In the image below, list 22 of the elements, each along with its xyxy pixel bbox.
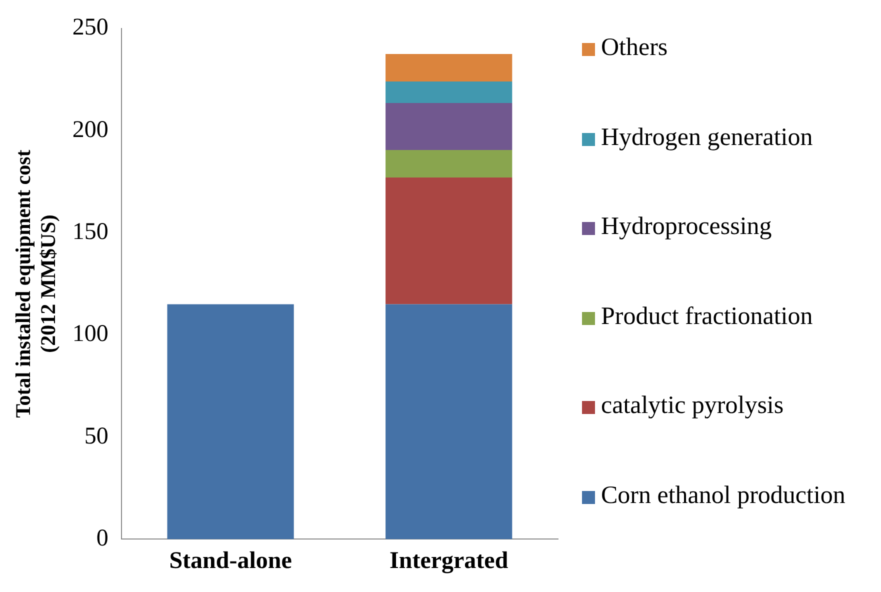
x-tick-label: Stand-alone bbox=[169, 548, 292, 574]
bar bbox=[386, 102, 512, 150]
legend-label: Others bbox=[601, 33, 668, 63]
bar bbox=[167, 304, 294, 540]
bar bbox=[386, 304, 512, 540]
y-tick-label: 200 bbox=[72, 116, 108, 143]
x-tick-label: Intergrated bbox=[390, 548, 509, 574]
legend-label: Corn ethanol production bbox=[601, 480, 846, 511]
legend-label: Hydrogen generation bbox=[601, 122, 813, 153]
y-tick-label: 50 bbox=[84, 423, 108, 450]
y-axis-title: Total installed equipment cost (2012 MM$US) bbox=[11, 150, 60, 418]
y-tick-label: 150 bbox=[72, 219, 108, 246]
bar bbox=[386, 150, 512, 178]
y-tick-label: 250 bbox=[72, 14, 108, 41]
bar bbox=[386, 82, 512, 103]
bar bbox=[386, 178, 512, 304]
y-tick-label: 100 bbox=[72, 321, 108, 348]
y-tick-label: 0 bbox=[96, 525, 108, 552]
bar bbox=[386, 54, 512, 82]
legend-label: catalytic pyrolysis bbox=[601, 391, 784, 422]
legend-label: Product fractionation bbox=[601, 302, 813, 332]
legend-label: Hydroprocessing bbox=[601, 212, 772, 242]
